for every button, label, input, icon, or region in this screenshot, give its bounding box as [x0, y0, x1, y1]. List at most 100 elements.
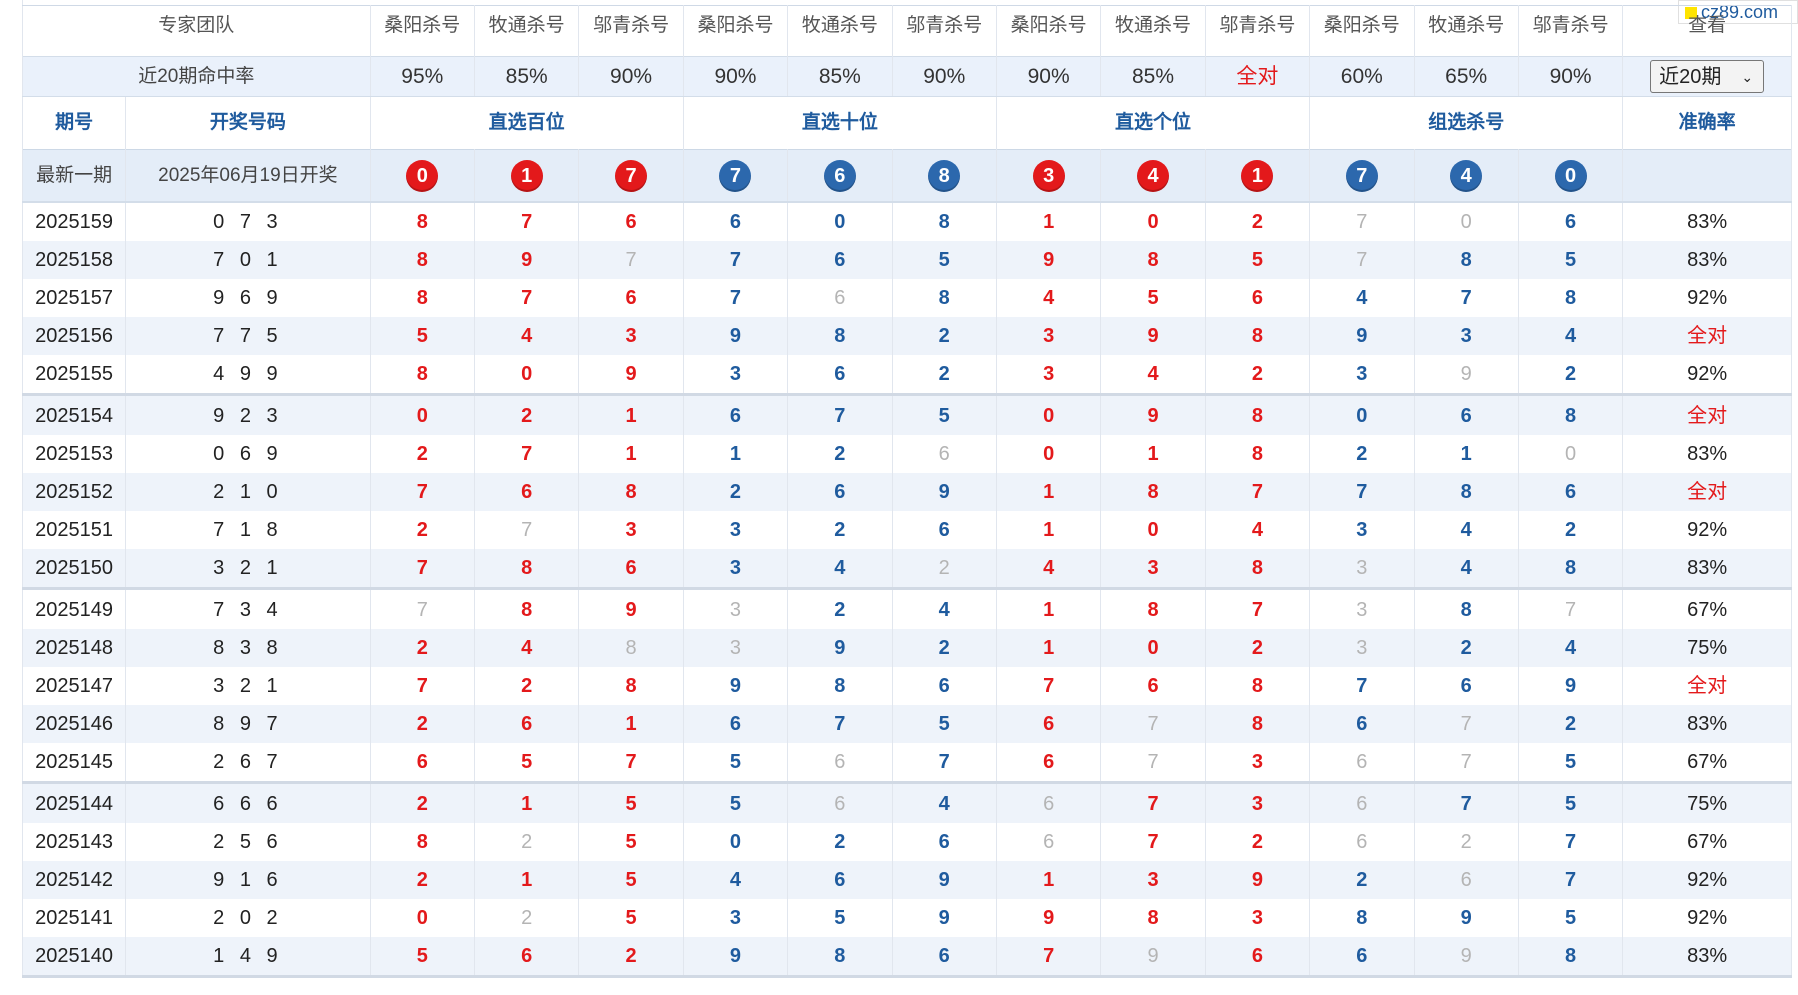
kill-number-cell: 2: [1413, 629, 1519, 667]
kill-number-cell: 2: [1204, 202, 1311, 241]
kill-number-cell: 5: [369, 937, 475, 978]
kill-number-cell: 5: [578, 899, 684, 937]
kill-number-cell: 3: [682, 511, 789, 549]
draw-number-cell: 3 2 1: [125, 667, 371, 705]
kill-number-cell: 2: [787, 511, 893, 549]
kill-number-cell: 7: [578, 241, 684, 279]
latest-ball-cell: 3: [995, 149, 1102, 203]
kill-number-cell: 5: [1517, 781, 1624, 823]
kill-number-cell: 6: [473, 705, 580, 743]
table-row: 2025149 7 3 4 7 8 9 3 2 4 1 8 7 3 8 7 67%: [21, 587, 1792, 629]
kill-number-cell: 5: [1517, 899, 1624, 937]
kill-number-cell: 7: [1204, 587, 1311, 629]
accuracy-cell: 83%: [1622, 705, 1792, 743]
kill-number-cell: 8: [787, 937, 893, 978]
kill-number-cell: 4: [787, 549, 893, 589]
kill-number-cell: 2: [682, 473, 789, 511]
kill-number-cell: 0: [369, 899, 475, 937]
kill-number-cell: 6: [1204, 279, 1311, 317]
column-header-row: 期号 开奖号码 直选百位 直选十位 直选个位 组选杀号 准确率: [21, 96, 1792, 150]
expert-name: 邬青杀号: [1517, 5, 1624, 57]
kill-number-cell: 6: [787, 781, 893, 823]
period-select-value: 近20期: [1659, 66, 1722, 88]
kill-number-cell: 9: [473, 241, 580, 279]
accuracy-cell: 92%: [1622, 861, 1792, 899]
kill-number-cell: 3: [682, 549, 789, 589]
table-row: 2025152 2 1 0 7 6 8 2 6 9 1 8 7 7 8 6 全对: [21, 473, 1792, 511]
kill-number-cell: 4: [995, 549, 1102, 589]
kill-number-cell: 6: [787, 861, 893, 899]
table-row: 2025157 9 6 9 8 7 6 7 6 8 4 5 6 4 7 8 92%: [21, 279, 1792, 317]
kill-number-cell: 6: [995, 781, 1102, 823]
period-select[interactable]: 近20期 ⌄: [1650, 60, 1765, 93]
period-cell: 2025148: [21, 629, 127, 667]
kill-number-cell: 6: [995, 823, 1102, 861]
period-cell: 2025150: [21, 549, 127, 589]
kill-number-cell: 5: [1204, 241, 1311, 279]
kill-number-cell: 7: [1204, 473, 1311, 511]
latest-ball-cell: 7: [682, 149, 789, 203]
kill-number-cell: 3: [1100, 549, 1206, 589]
kill-number-cell: 6: [1204, 937, 1311, 978]
accuracy-cell: 全对: [1622, 317, 1792, 355]
kill-number-cell: 8: [473, 549, 580, 589]
draw-number-cell: 2 5 6: [125, 823, 371, 861]
latest-accuracy-empty: [1622, 149, 1792, 203]
period-cell: 2025146: [21, 705, 127, 743]
kill-number-cell: 2: [891, 317, 997, 355]
kill-number-cell: 4: [1309, 279, 1415, 317]
kill-number-cell: 6: [995, 743, 1102, 783]
kill-number-cell: 6: [787, 279, 893, 317]
draw-number-cell: 2 0 2: [125, 899, 371, 937]
kill-number-cell: 7: [682, 279, 789, 317]
group-header-units: 直选个位: [995, 96, 1311, 150]
latest-draw-row: 最新一期 2025年06月19日开奖 0 1 7 7 6 8 3 4 1 7 4 0: [21, 149, 1792, 203]
kill-number-cell: 7: [1309, 473, 1415, 511]
kill-number-cell: 9: [891, 861, 997, 899]
period-cell: 2025143: [21, 823, 127, 861]
kill-number-cell: 7: [1517, 823, 1624, 861]
kill-number-cell: 9: [1100, 937, 1206, 978]
kill-number-cell: 8: [1413, 241, 1519, 279]
kill-number-cell: 4: [1413, 511, 1519, 549]
hit-rate-value: 85%: [473, 56, 580, 97]
kill-number-cell: 2: [787, 435, 893, 473]
kill-number-cell: 7: [1413, 705, 1519, 743]
kill-number-cell: 4: [1100, 355, 1206, 395]
latest-ball-cell: 8: [891, 149, 997, 203]
table-row: 2025140 1 4 9 5 6 2 9 8 6 7 9 6 6 9 8 83%: [21, 937, 1792, 978]
kill-number-cell: 4: [891, 781, 997, 823]
kill-number-cell: 6: [1309, 705, 1415, 743]
kill-number-cell: 3: [1309, 587, 1415, 629]
kill-number-cell: 2: [473, 899, 580, 937]
kill-number-cell: 5: [891, 705, 997, 743]
kill-number-cell: 4: [995, 279, 1102, 317]
kill-number-cell: 7: [369, 549, 475, 589]
kill-number-cell: 0: [1100, 629, 1206, 667]
period-cell: 2025140: [21, 937, 127, 978]
expert-name: 桑阳杀号: [995, 5, 1102, 57]
kill-number-cell: 5: [578, 861, 684, 899]
hit-rate-value: 90%: [682, 56, 789, 97]
kill-number-cell: 7: [1100, 823, 1206, 861]
kill-number-cell: 1: [1100, 435, 1206, 473]
kill-number-cell: 6: [891, 667, 997, 705]
kill-number-cell: 5: [682, 743, 789, 783]
table-row: 2025151 7 1 8 2 7 3 3 2 6 1 0 4 3 4 2 92%: [21, 511, 1792, 549]
kill-number-cell: 2: [578, 937, 684, 978]
hit-rate-row: 近20期命中率 95% 85% 90% 90% 85% 90% 90% 85% …: [22, 56, 1792, 97]
kill-number-cell: 7: [1517, 587, 1624, 629]
latest-ball-cell: 1: [473, 149, 580, 203]
kill-number-cell: 3: [995, 317, 1102, 355]
kill-number-cell: 9: [1309, 317, 1415, 355]
kill-number-cell: 3: [1309, 549, 1415, 589]
period-cell: 2025144: [21, 781, 127, 823]
hit-rate-value: 90%: [891, 56, 997, 97]
expert-name: 牧通杀号: [473, 5, 580, 57]
kill-number-cell: 5: [1517, 743, 1624, 783]
kill-number-cell: 1: [578, 435, 684, 473]
kill-number-cell: 6: [1309, 823, 1415, 861]
period-cell: 2025145: [21, 743, 127, 783]
kill-number-cell: 9: [682, 667, 789, 705]
draw-number-cell: 7 7 5: [125, 317, 371, 355]
